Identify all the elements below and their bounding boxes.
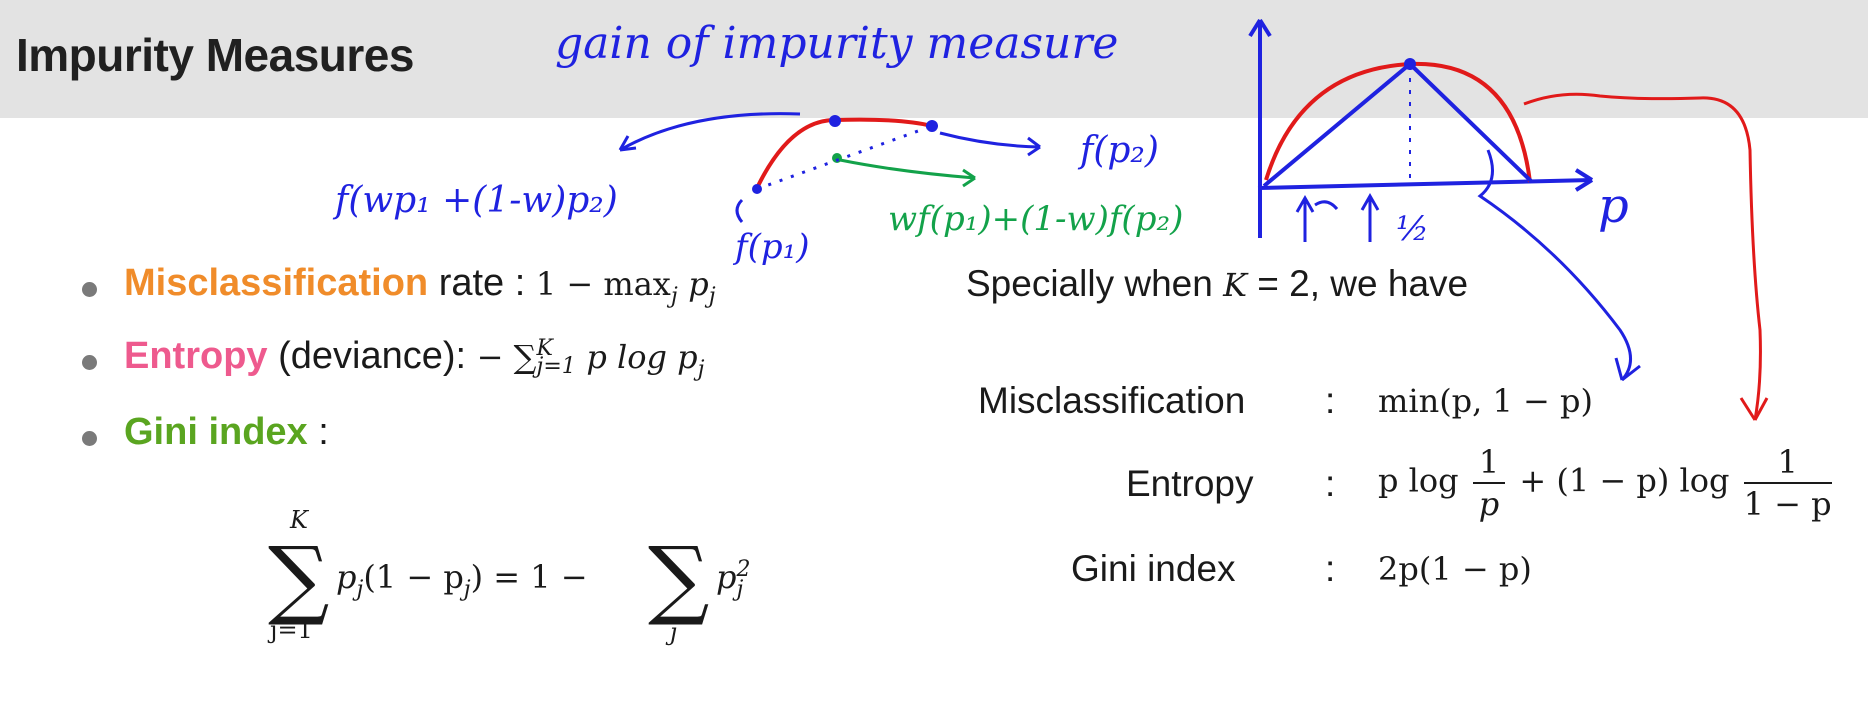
row-label-misclassification: Misclassification [978, 380, 1246, 421]
sum-symbol-2: ∑ [648, 529, 710, 629]
fraction-num: 1 [1472, 442, 1506, 484]
formula-part: (1 − p [363, 558, 464, 596]
annotation-right-label: f(p₂) [1077, 130, 1159, 171]
formula-sup: 2 [736, 556, 751, 582]
bullet-text: rate : [438, 262, 526, 304]
annotation-gain-title: gain of impurity measure [555, 18, 1118, 69]
formula-part: p log [1378, 461, 1459, 500]
formula-sub: j=1 [536, 353, 576, 379]
arrow-to-gini [1523, 92, 1762, 421]
tick-half-label: ½ [1396, 209, 1429, 249]
formula-sup: K [536, 335, 553, 361]
row-label-gini: Gini index [1071, 548, 1236, 589]
row-formula-misclassification: min(p, 1 − p) [1378, 382, 1593, 420]
annotation-green-label: wf(p₁)+(1-w)f(p₂) [888, 199, 1183, 239]
tick-arrow-1 [1295, 194, 1315, 242]
sum-lower: j=1 [270, 616, 313, 644]
chord-dotted-line [756, 124, 933, 191]
concave-curve-sketch [755, 117, 933, 189]
gini-formula-body: pj(1 − pj) = 1 − [336, 558, 588, 602]
curve-point-right [926, 120, 938, 132]
formula-part: p [716, 558, 737, 596]
arrow-to-left-label [619, 112, 801, 152]
arrow-to-entropy [1477, 149, 1632, 382]
bullet-text: : [318, 411, 329, 453]
keyword-misclassification: Misclassification [124, 262, 429, 304]
entropy-curve-sketch [1264, 61, 1532, 183]
keyword-gini: Gini index [124, 411, 308, 453]
intro-var: K [1223, 266, 1247, 304]
formula-sub: j [697, 357, 705, 382]
curve-point-mid [829, 115, 841, 127]
bullet-dot [82, 355, 97, 370]
formula-part: p [336, 558, 357, 596]
formula-part: p log p [586, 338, 698, 376]
sum-upper: K [290, 506, 308, 534]
bullet-dot [82, 431, 97, 446]
intro-eq: = 2, we have [1247, 263, 1469, 304]
fraction-den: 1 − p [1743, 485, 1832, 523]
bullet-text: (deviance): [278, 335, 467, 377]
fraction-den: p [1478, 485, 1500, 523]
row-label-entropy: Entropy [1126, 463, 1254, 504]
formula-sub: j [356, 577, 364, 602]
plot-x-axis [1257, 178, 1593, 190]
bullet-dot [82, 282, 97, 297]
formula-part: − ∑ [476, 338, 537, 376]
arrow-to-green-label [839, 158, 976, 180]
annotation-bottom-label: f(p₁) [732, 227, 810, 267]
chord-point [832, 153, 842, 163]
arrow-to-right-label [939, 131, 1041, 149]
special-case-intro: Specially when K = 2, we have [966, 263, 1468, 305]
row-colon: : [1325, 380, 1336, 421]
formula-sub: j [670, 284, 678, 309]
formula-part: 1 − max [535, 265, 671, 303]
row-formula-gini: 2p(1 − p) [1378, 550, 1532, 588]
sum2-lower: j [670, 618, 678, 646]
annotation-left-label: f(wp₁ +(1-w)p₂) [332, 180, 618, 221]
formula-part: + (1 − p) log [1519, 461, 1730, 500]
plot-p-label: p [1598, 178, 1629, 234]
bullet-gini: Gini index : [124, 411, 329, 454]
slide-header: Impurity Measures [0, 0, 1868, 118]
row-colon: : [1325, 548, 1336, 589]
slide-title: Impurity Measures [16, 29, 414, 81]
formula-sub: j [463, 577, 471, 602]
formula-part: ) = 1 − [470, 558, 588, 596]
fraction-num: 1 [1743, 442, 1832, 484]
keyword-entropy: Entropy [124, 335, 268, 377]
formula-part: p [688, 265, 709, 303]
formula-sub: j [736, 576, 744, 602]
formula-sub: j [708, 284, 716, 309]
tick-arrow-2 [1360, 192, 1380, 242]
intro-text: Specially when [966, 263, 1213, 304]
sum-symbol: ∑ [268, 529, 330, 629]
bullet-misclassification: Misclassification rate : 1 − maxj pj [124, 262, 716, 309]
row-colon: : [1325, 463, 1336, 504]
